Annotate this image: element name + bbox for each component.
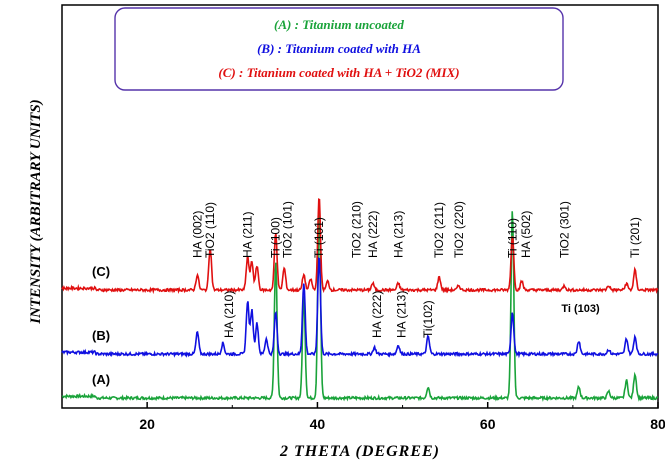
- legend-entry: (C) : Titanium coated with HA + TiO2 (MI…: [218, 65, 459, 80]
- peak-label: TiO2 (301): [557, 201, 571, 258]
- peak-label: HA (213): [391, 211, 405, 258]
- peak-label: TiO2 (220): [452, 201, 466, 258]
- annotation-layer: HA (002)TiO2 (110) HA (211) Ti (100)TiO2 (…: [190, 201, 642, 338]
- peak-label: HA (222): [370, 291, 384, 338]
- x-axis-label: 2 THETA (DEGREE): [279, 443, 440, 460]
- peak-label: Ti(102): [421, 300, 435, 338]
- series-line-c: [61, 198, 659, 295]
- x-tick-label: 80: [650, 416, 665, 432]
- plot-frame: [61, 4, 659, 409]
- peak-label: HA (002): [190, 211, 204, 258]
- peak-label: TiO2 (210): [350, 201, 364, 258]
- series-tag-c: (C): [92, 264, 110, 279]
- series-line-a: [61, 209, 659, 402]
- peak-label: HA (213): [395, 291, 409, 338]
- peak-label: Ti (110): [505, 218, 519, 258]
- peak-label: HA (502): [519, 211, 533, 258]
- axes-layer: 20 40 60 80 2 THETA (DEGREE) INTENSITY (ARBIT…: [28, 99, 665, 460]
- peak-label: TiO2 (110): [203, 202, 217, 258]
- peak-label: HA (211): [241, 212, 255, 258]
- series-line-b: [61, 256, 659, 359]
- peak-label: TiO2 (211): [432, 202, 446, 258]
- legend-box: [114, 7, 564, 91]
- plot-area: [61, 4, 659, 409]
- peak-label: Ti (100): [269, 217, 283, 258]
- x-tick-label: 40: [310, 416, 326, 432]
- y-axis-label: INTENSITY (ARBITRARY UNITS): [28, 99, 44, 324]
- peak-label: Ti (201): [628, 217, 642, 258]
- peak-label: Ti (101): [312, 217, 326, 258]
- peak-label: TiO2 (101): [281, 201, 295, 258]
- x-tick-label: 20: [139, 416, 155, 432]
- peak-label: HA (210): [222, 291, 236, 338]
- legend-layer: (A) : Titanium uncoated (B) : Titanium co…: [114, 7, 564, 91]
- x-tick-label: 60: [480, 416, 496, 432]
- peak-label: Ti (103): [561, 303, 600, 315]
- series-layer: (A) (B) (C): [61, 198, 659, 402]
- series-tag-b: (B): [92, 328, 110, 343]
- series-tag-a: (A): [92, 372, 110, 387]
- legend-entry: (B) : Titanium coated with HA: [257, 41, 421, 56]
- peak-label: HA (222): [366, 211, 380, 258]
- legend-entry: (A) : Titanium uncoated: [274, 17, 404, 32]
